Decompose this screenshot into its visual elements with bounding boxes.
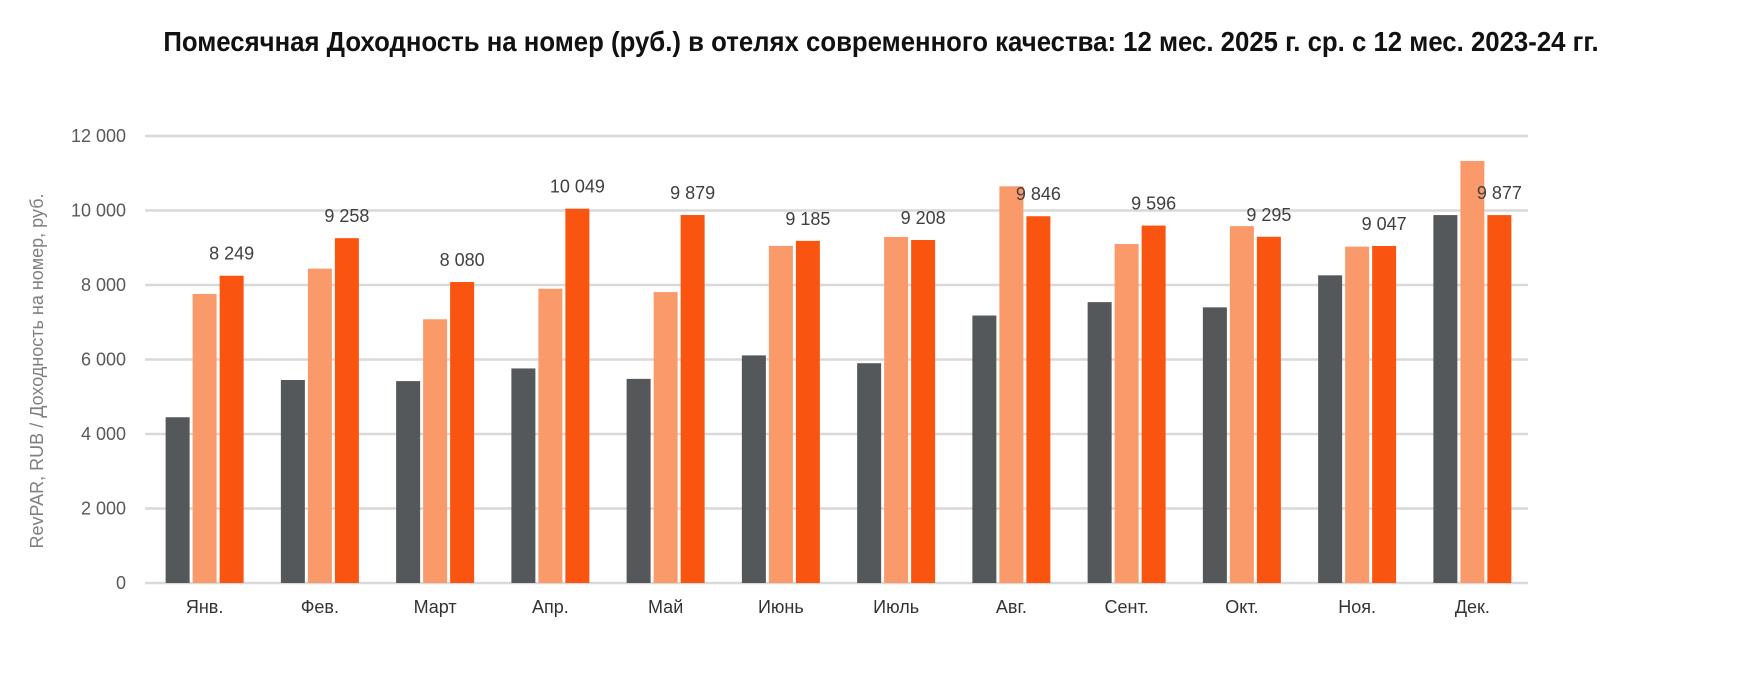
y-tick-label: 8 000: [81, 275, 126, 295]
data-label: 9 208: [901, 208, 946, 228]
y-tick-label: 0: [116, 573, 126, 593]
x-category-label: Янв.: [186, 597, 224, 617]
bar-series-1-4: [626, 378, 651, 583]
bar-series-2-6: [884, 236, 909, 583]
y-axis: 0 2 000 4 000 6 000 8 000 10 000 12 000: [71, 126, 126, 593]
data-label: 9 877: [1477, 183, 1522, 203]
bar-series-2-11: [1460, 160, 1485, 583]
y-tick-label: 4 000: [81, 424, 126, 444]
data-label: 9 846: [1016, 184, 1061, 204]
bar-series-2-4: [653, 292, 678, 583]
bar-series-2-8: [1114, 244, 1139, 583]
y-axis-title: RevPAR, RUB / Доходность на номер, руб.: [27, 193, 47, 548]
x-category-label: Ноя.: [1338, 597, 1376, 617]
bar-series-3-0: [219, 275, 244, 583]
data-label: 9 596: [1131, 194, 1176, 214]
bar-series-2-2: [423, 319, 448, 583]
y-tick-label: 6 000: [81, 350, 126, 370]
x-category-label: Окт.: [1225, 597, 1258, 617]
bar-series-2-1: [307, 268, 332, 583]
chart-title: Помесячная Доходность на номер (руб.) в …: [163, 26, 1599, 57]
data-label: 9 258: [324, 206, 369, 226]
bar-series-3-1: [334, 238, 359, 583]
x-axis: Янв. Фев. Март Апр. Май Июнь Июль Авг. Сент. Окт.…: [186, 597, 1490, 617]
bar-series-3-11: [1487, 215, 1512, 583]
y-tick-label: 12 000: [71, 126, 126, 146]
bars: [165, 160, 1512, 584]
bar-series-1-0: [165, 417, 190, 583]
bar-series-3-9: [1256, 236, 1281, 584]
bar-series-1-8: [1087, 302, 1112, 583]
bar-series-1-1: [280, 379, 305, 583]
data-label: 8 080: [440, 250, 485, 270]
bar-series-1-6: [857, 363, 882, 583]
x-category-label: Апр.: [532, 597, 569, 617]
bar-series-1-9: [1202, 307, 1227, 583]
bar-series-1-7: [972, 315, 997, 583]
bar-series-1-3: [511, 368, 536, 583]
bar-series-1-11: [1433, 215, 1458, 583]
x-category-label: Дек.: [1455, 597, 1490, 617]
bar-series-2-9: [1229, 226, 1254, 583]
bar-series-2-7: [999, 186, 1024, 583]
data-label: 9 047: [1362, 214, 1407, 234]
bar-series-2-10: [1345, 246, 1370, 583]
bar-series-3-7: [1026, 216, 1051, 583]
data-label: 8 249: [209, 244, 254, 264]
bar-series-3-2: [450, 282, 475, 583]
bar-series-2-0: [192, 293, 217, 583]
x-category-label: Июль: [873, 597, 919, 617]
x-category-label: Фев.: [301, 597, 339, 617]
bar-series-3-8: [1141, 225, 1166, 583]
y-tick-label: 10 000: [71, 201, 126, 221]
x-category-label: Авг.: [996, 597, 1027, 617]
bar-series-2-5: [768, 245, 793, 583]
x-category-label: Сент.: [1105, 597, 1149, 617]
bar-series-3-6: [911, 240, 936, 583]
data-label: 10 049: [550, 177, 605, 197]
data-label: 9 295: [1246, 205, 1291, 225]
data-label: 9 185: [785, 209, 830, 229]
x-category-label: Июнь: [758, 597, 804, 617]
data-label: 9 879: [670, 183, 715, 203]
bar-series-2-3: [538, 288, 563, 583]
x-category-label: Март: [414, 597, 457, 617]
y-tick-label: 2 000: [81, 499, 126, 519]
bar-series-3-10: [1372, 245, 1397, 583]
x-category-label: Май: [648, 597, 683, 617]
bar-series-1-10: [1318, 275, 1343, 583]
data-labels: 8 249 9 258 8 080 10 049 9 879 9 185 9 208 9 84…: [209, 177, 1522, 270]
gridlines: [145, 134, 1528, 585]
bar-series-3-4: [680, 215, 705, 583]
bar-series-1-5: [741, 355, 766, 583]
bar-series-3-3: [565, 208, 590, 583]
bar-series-1-2: [396, 381, 421, 583]
bar-series-3-5: [795, 240, 820, 583]
